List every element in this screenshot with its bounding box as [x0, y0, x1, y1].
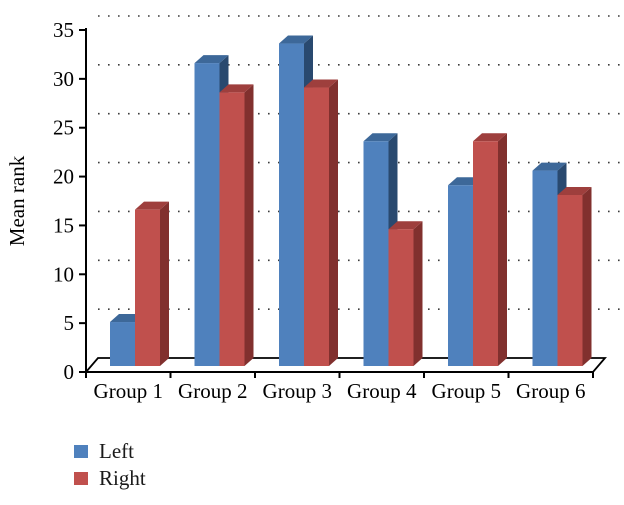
legend-label-right: Right [99, 466, 146, 490]
legend-swatch-left [74, 445, 88, 458]
svg-text:20: 20 [53, 165, 74, 189]
svg-text:5: 5 [64, 311, 75, 335]
svg-text:Group 3: Group 3 [263, 379, 332, 403]
svg-text:Group 4: Group 4 [347, 379, 417, 403]
chart-legend: Left Right [74, 440, 146, 490]
svg-text:25: 25 [53, 116, 74, 140]
svg-text:Mean rank: Mean rank [5, 155, 29, 246]
legend-swatch-right [74, 472, 88, 485]
svg-text:0: 0 [64, 360, 75, 384]
svg-text:Group 6: Group 6 [516, 379, 585, 403]
svg-text:15: 15 [53, 213, 74, 237]
svg-text:35: 35 [53, 18, 74, 42]
legend-item-right: Right [74, 467, 146, 490]
svg-text:30: 30 [53, 67, 74, 91]
svg-text:Group 1: Group 1 [94, 379, 163, 403]
svg-text:Group 5: Group 5 [432, 379, 501, 403]
legend-label-left: Left [99, 439, 134, 463]
svg-text:Group 2: Group 2 [178, 379, 247, 403]
legend-item-left: Left [74, 440, 146, 463]
svg-text:10: 10 [53, 262, 74, 286]
